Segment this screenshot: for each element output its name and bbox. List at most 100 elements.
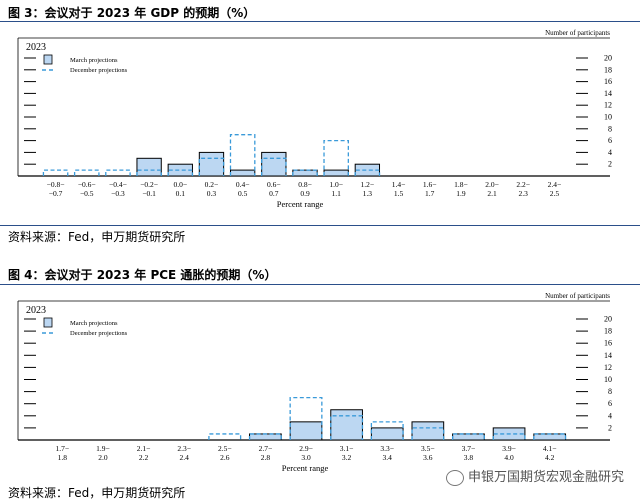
x-tick-label-bottom: 0.9 xyxy=(300,189,310,198)
y-tick-label: 2 xyxy=(608,160,612,169)
watermark: 申银万国期货宏观金融研究 xyxy=(445,466,624,486)
bar-december xyxy=(42,169,69,176)
bar-march xyxy=(261,151,287,177)
x-tick-label-top: 2.7− xyxy=(259,444,273,453)
x-tick-label-bottom: 1.3 xyxy=(363,189,373,198)
y-tick-label: 8 xyxy=(608,124,612,133)
x-tick-label-bottom: 1.9 xyxy=(456,189,466,198)
x-tick-label-top: 2.5− xyxy=(218,444,232,453)
bar-december xyxy=(136,169,162,176)
year-label: 2023 xyxy=(26,42,46,53)
figure-3-title: 图 3：会议对于 2023 年 GDP 的预期（%） xyxy=(8,6,256,20)
bar-december xyxy=(533,433,567,440)
x-tick-label-bottom: 0.7 xyxy=(269,189,279,198)
x-tick-label-top: 2.2− xyxy=(516,180,530,189)
bar-march xyxy=(323,169,349,177)
watermark-text: 申银万国期货宏观金融研究 xyxy=(467,470,624,485)
x-tick-label-top: 2.0− xyxy=(485,180,499,189)
x-tick-label-top: 3.5− xyxy=(421,444,435,453)
y-tick-label: 6 xyxy=(608,399,612,408)
x-tick-label-bottom: −0.3 xyxy=(111,189,125,198)
x-tick-label-bottom: 2.6 xyxy=(220,453,230,462)
bar-december xyxy=(229,134,256,176)
x-tick-label-bottom: 1.7 xyxy=(425,189,435,198)
bar-december xyxy=(289,397,323,440)
x-tick-label-bottom: 4.2 xyxy=(545,453,555,462)
y-tick-label: 18 xyxy=(604,327,612,336)
x-tick-label-bottom: 3.6 xyxy=(423,453,433,462)
x-tick-label-bottom: −0.7 xyxy=(49,189,63,198)
legend-march-swatch xyxy=(43,317,53,328)
y-tick-label: 4 xyxy=(608,411,612,420)
y-tick-label: 2 xyxy=(608,423,612,432)
y-tick-label: 12 xyxy=(604,363,612,372)
bar-december xyxy=(411,427,445,440)
x-tick-label-top: 0.6− xyxy=(267,180,281,189)
y-tick-label: 20 xyxy=(604,54,612,63)
x-tick-label-top: 3.9− xyxy=(502,444,516,453)
figure-3-title-rule xyxy=(0,21,640,22)
legend-march-swatch xyxy=(43,54,53,65)
x-tick-label-top: 1.2− xyxy=(361,180,375,189)
bar-december xyxy=(208,433,242,440)
x-tick-label-bottom: 0.3 xyxy=(207,189,217,198)
x-tick-label-bottom: 2.0 xyxy=(98,453,108,462)
x-tick-label-top: −0.8− xyxy=(47,180,65,189)
gdp-projection-chart: Number of participants 2023 2 4 6 8 10 12 14 16 18… xyxy=(17,29,612,209)
x-tick-label-top: 3.3− xyxy=(380,444,394,453)
x-axis-label: Percent range xyxy=(282,463,329,473)
bar-march xyxy=(411,421,445,441)
y-tick-label: 14 xyxy=(604,351,612,360)
y-tick-label: 10 xyxy=(604,375,612,384)
y-tick-label: 4 xyxy=(608,148,612,157)
y-tick-label: 10 xyxy=(604,113,612,122)
bar-march xyxy=(370,427,404,441)
x-tick-label-top: 1.4− xyxy=(392,180,406,189)
y-tick-label: 20 xyxy=(604,315,612,324)
x-tick-label-bottom: 1.8 xyxy=(58,453,68,462)
x-tick-label-top: 0.2− xyxy=(205,180,219,189)
x-tick-label-bottom: 2.1 xyxy=(487,189,497,198)
x-tick-label-top: 1.6− xyxy=(423,180,437,189)
year-label: 2023 xyxy=(26,305,46,316)
x-tick-label-top: 1.8− xyxy=(454,180,468,189)
x-tick-label-bottom: 4.0 xyxy=(504,453,514,462)
x-tick-label-top: −0.2− xyxy=(140,180,158,189)
x-tick-label-bottom: 1.1 xyxy=(331,189,341,198)
x-tick-label-bottom: −0.1 xyxy=(142,189,156,198)
bar-december xyxy=(370,421,404,440)
x-tick-label-top: 3.1− xyxy=(340,444,354,453)
bar-march xyxy=(167,163,193,177)
x-tick-label-top: 4.1− xyxy=(543,444,557,453)
bar-march xyxy=(452,433,485,441)
figure-4-title-rule xyxy=(0,284,640,285)
x-tick-label-top: 1.7− xyxy=(56,444,70,453)
y-tick-label: 12 xyxy=(604,101,612,110)
bar-march xyxy=(249,433,282,441)
x-tick-label-bottom: 1.5 xyxy=(394,189,404,198)
x-tick-label-bottom: 2.2 xyxy=(139,453,149,462)
y-tick-label: 8 xyxy=(608,387,612,396)
pce-projection-chart: Number of participants 2023 2 4 6 8 10 12 14 16 18… xyxy=(17,292,612,473)
x-tick-label-bottom: 2.5 xyxy=(550,189,560,198)
bar-december xyxy=(167,169,194,176)
bar-december xyxy=(105,169,131,176)
legend-march-label: March projections xyxy=(70,57,118,64)
x-tick-label-top: 2.9− xyxy=(299,444,313,453)
x-tick-label-bottom: 3.2 xyxy=(342,453,352,462)
bar-march xyxy=(354,163,381,177)
figure-4-title: 图 4：会议对于 2023 年 PCE 通胀的预期（%） xyxy=(8,268,277,282)
bar-december xyxy=(261,157,287,176)
x-tick-label-top: 2.3− xyxy=(177,444,191,453)
x-tick-label-top: 1.0− xyxy=(329,180,343,189)
x-tick-label-bottom: 2.3 xyxy=(519,189,529,198)
x-tick-label-bottom: 3.4 xyxy=(383,453,393,462)
bar-december xyxy=(73,169,100,176)
x-tick-label-bottom: 2.4 xyxy=(179,453,189,462)
legend-december-label: December projections xyxy=(70,67,128,74)
y-axis-label: Number of participants xyxy=(545,292,610,300)
x-tick-label-bottom: 0.5 xyxy=(238,189,248,198)
x-tick-label-top: 0.4− xyxy=(236,180,250,189)
figure-4-source: 资料来源：Fed，申万期货研究所 xyxy=(8,486,186,500)
wechat-icon xyxy=(445,469,464,486)
